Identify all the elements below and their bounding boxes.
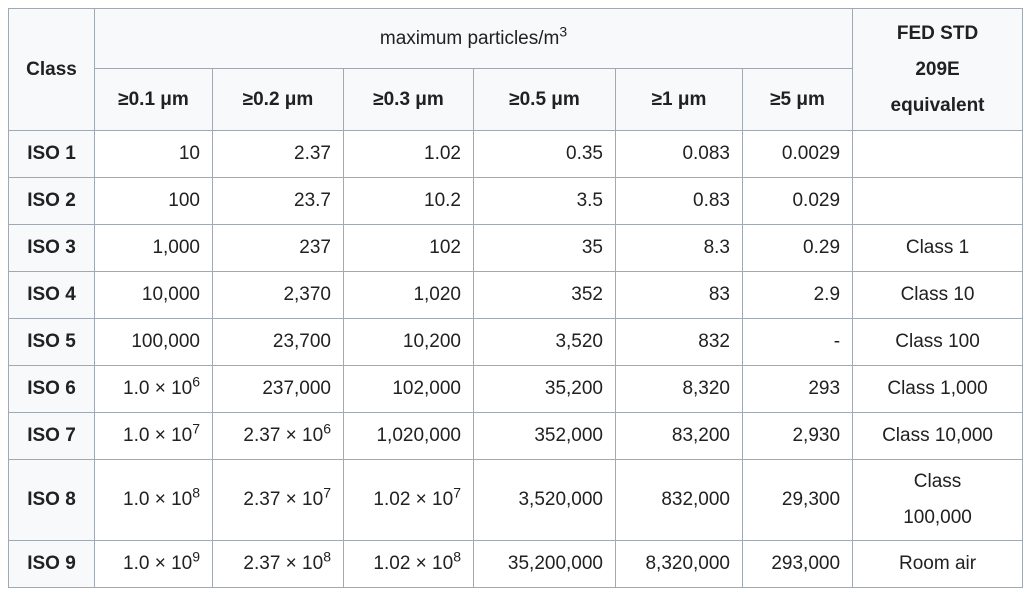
cell-particles: 0.083 xyxy=(615,130,743,178)
table-row: ISO 1 10 2.37 1.02 0.35 0.083 0.0029 xyxy=(8,130,1024,178)
table-row: ISO 7 1.0 × 107 2.37 × 106 1,020,000 352,000… xyxy=(8,412,1024,460)
cell-particles: 0.83 xyxy=(615,177,743,225)
table-row: ISO 5 100,000 23,700 10,200 3,520 832- Class 1… xyxy=(8,318,1024,366)
cell-particles: 10 xyxy=(94,130,213,178)
cell-fed-equivalent: Class 100 xyxy=(852,318,1024,366)
cell-particles: 10,200 xyxy=(343,318,474,366)
table-row: ISO 6 1.0 × 106 237,000 102,000 35,200 8,320 2… xyxy=(8,365,1024,413)
table-header: Class maximum particles/m3 FED STD 209E … xyxy=(8,8,1024,131)
cell-particles: 1,020,000 xyxy=(343,412,474,460)
table-row: ISO 3 1,000 237 102 35 8.3 0.29 Class 1 xyxy=(8,224,1024,272)
cell-particles: 1,020 xyxy=(343,271,474,319)
cell-particles: 1,000 xyxy=(94,224,213,272)
cell-particles: 237 xyxy=(212,224,344,272)
cell-particles: 0.0029 xyxy=(741,130,854,178)
cell-particles: 832 xyxy=(615,318,743,366)
cell-particles: 8,320,000 xyxy=(615,540,743,588)
row-header-iso-8: ISO 8 xyxy=(8,459,95,541)
row-header-iso-6: ISO 6 xyxy=(8,365,95,413)
cell-particles: 83 xyxy=(615,271,743,319)
cell-particles: 2.9 xyxy=(741,271,854,319)
col-header-unit-0: ≥0.1 μm xyxy=(94,68,213,131)
cell-particles: 102 xyxy=(343,224,474,272)
col-header-unit-5: ≥5 μm xyxy=(741,68,854,131)
cell-particles: 102,000 xyxy=(343,365,474,413)
cell-particles: 352 xyxy=(473,271,616,319)
cell-particles: 3,520,000 xyxy=(473,459,616,541)
cell-fed-equivalent xyxy=(852,130,1024,178)
cell-particles: 1.0 × 109 xyxy=(94,540,213,588)
cell-particles: 1.0 × 107 xyxy=(94,412,213,460)
row-header-iso-3: ISO 3 xyxy=(8,224,95,272)
cell-particles: 0.29 xyxy=(741,224,854,272)
cell-particles: 1.0 × 108 xyxy=(94,459,213,541)
col-header-max-particles: maximum particles/m3 xyxy=(93,8,854,69)
cell-particles: 352,000 xyxy=(473,412,616,460)
cell-fed-equivalent: Class 10,000 xyxy=(852,412,1024,460)
cell-particles: 293,000 xyxy=(741,540,854,588)
cell-particles: 23.7 xyxy=(212,177,344,225)
row-header-iso-5: ISO 5 xyxy=(8,318,95,366)
cell-particles: 1.02 xyxy=(343,130,474,178)
table-row: ISO 2 100 23.7 10.2 3.5 0.83 0.029 xyxy=(8,177,1024,225)
cell-particles: 293 xyxy=(741,365,854,413)
cell-particles: 2.37 × 108 xyxy=(212,540,344,588)
cell-particles: 1.0 × 106 xyxy=(94,365,213,413)
row-header-iso-9: ISO 9 xyxy=(8,540,95,588)
table-row: ISO 4 10,000 2,370 1,020 352 83 2.9 Class 10 xyxy=(8,271,1024,319)
col-header-class: Class xyxy=(8,8,95,131)
table-body: ISO 1 10 2.37 1.02 0.35 0.083 0.0029 ISO 2 100 23… xyxy=(8,130,1024,588)
header-group-row: Class maximum particles/m3 FED STD 209E … xyxy=(8,8,1024,131)
cell-particles: 832,000 xyxy=(615,459,743,541)
iso-cleanroom-classification-table: Class maximum particles/m3 FED STD 209E … xyxy=(8,8,1024,588)
cell-particles: 35,200 xyxy=(473,365,616,413)
table-row: ISO 8 1.0 × 108 2.37 × 107 1.02 × 107 3,520,… xyxy=(8,459,1024,541)
cell-particles: 2.37 × 107 xyxy=(212,459,344,541)
cell-particles: 100,000 xyxy=(94,318,213,366)
col-header-unit-4: ≥1 μm xyxy=(615,68,743,131)
cell-particles: 2.37 xyxy=(212,130,344,178)
cell-particles: 83,200 xyxy=(615,412,743,460)
cell-fed-equivalent: Class 1 xyxy=(852,224,1024,272)
cell-particles: 2.37 × 106 xyxy=(212,412,344,460)
cell-particles: 8.3 xyxy=(615,224,743,272)
cell-particles: - xyxy=(741,318,854,366)
col-header-unit-3: ≥0.5 μm xyxy=(473,68,616,131)
cell-particles: 2,370 xyxy=(212,271,344,319)
cell-particles: 1.02 × 108 xyxy=(343,540,474,588)
cell-particles: 35,200,000 xyxy=(473,540,616,588)
row-header-iso-2: ISO 2 xyxy=(8,177,95,225)
cell-particles: 8,320 xyxy=(615,365,743,413)
cell-particles: 100 xyxy=(94,177,213,225)
table-row: ISO 9 1.0 × 109 2.37 × 108 1.02 × 108 35,200… xyxy=(8,540,1024,588)
cell-particles: 0.35 xyxy=(473,130,616,178)
cell-particles: 3,520 xyxy=(473,318,616,366)
col-header-unit-1: ≥0.2 μm xyxy=(212,68,344,131)
cell-fed-equivalent xyxy=(852,177,1024,225)
cell-particles: 1.02 × 107 xyxy=(343,459,474,541)
row-header-iso-7: ISO 7 xyxy=(8,412,95,460)
cell-fed-equivalent: Room air xyxy=(852,540,1024,588)
cell-particles: 3.5 xyxy=(473,177,616,225)
cell-particles: 237,000 xyxy=(212,365,344,413)
cell-particles: 35 xyxy=(473,224,616,272)
header-unit-row: ≥0.1 μm ≥0.2 μm ≥0.3 μm ≥0.5 μm ≥1 μm ≥5 μm xyxy=(9,68,1023,131)
row-header-iso-1: ISO 1 xyxy=(8,130,95,178)
cell-particles: 10.2 xyxy=(343,177,474,225)
cell-fed-equivalent: Class 100,000 xyxy=(852,459,1024,541)
row-header-iso-4: ISO 4 xyxy=(8,271,95,319)
cell-particles: 2,930 xyxy=(741,412,854,460)
cell-fed-equivalent: Class 10 xyxy=(852,271,1024,319)
cell-particles: 23,700 xyxy=(212,318,344,366)
col-header-unit-2: ≥0.3 μm xyxy=(343,68,474,131)
col-header-fed-std-equivalent: FED STD 209E equivalent xyxy=(852,8,1024,131)
cell-particles: 10,000 xyxy=(94,271,213,319)
cell-fed-equivalent: Class 1,000 xyxy=(852,365,1024,413)
cell-particles: 0.029 xyxy=(741,177,854,225)
cell-particles: 29,300 xyxy=(741,459,854,541)
